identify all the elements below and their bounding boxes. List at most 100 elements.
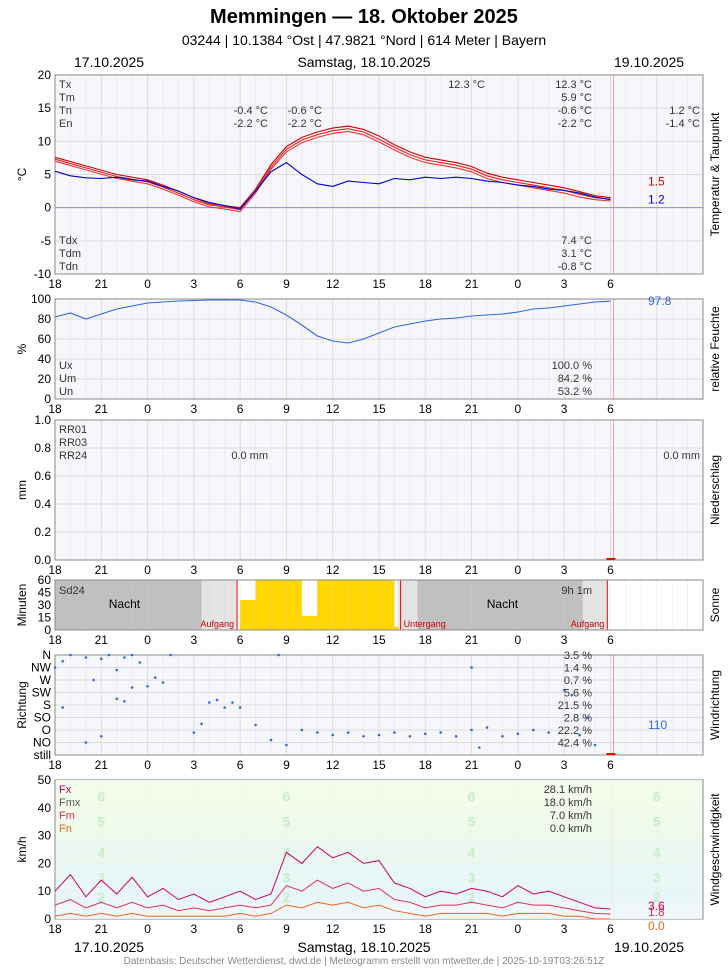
x-tick-label: 21	[465, 758, 479, 772]
sun-bar	[271, 580, 287, 630]
stat-value: 0.0 km/h	[550, 823, 592, 835]
beaufort-label: 6	[97, 789, 105, 805]
x-tick-label: 3	[191, 922, 198, 936]
calm-marker	[606, 753, 616, 755]
wind-dir-point	[153, 676, 157, 679]
x-tick-label: 3	[561, 277, 568, 291]
sun-bar	[286, 580, 302, 630]
x-tick-label: 18	[48, 277, 62, 291]
sunrise-label: Aufgang	[200, 619, 234, 629]
stat-value: 18.0 km/h	[544, 797, 592, 809]
stat-value: -1.4 °C	[666, 118, 700, 130]
x-tick-label: 9	[283, 758, 290, 772]
wind-dir-point	[470, 666, 473, 669]
wind-dir-point	[331, 733, 335, 737]
stat-label-RR01: RR01	[59, 424, 87, 436]
x-tick-label: 0	[515, 277, 522, 291]
x-tick-label: 18	[419, 402, 433, 416]
x-tick-label: 12	[326, 277, 340, 291]
wind-dir-point	[377, 733, 381, 737]
wind-dir-point	[192, 731, 196, 734]
y-axis-label-precipitation: mm	[15, 480, 29, 500]
stat-value: 0.0 mm	[231, 450, 268, 462]
beaufort-label: 6	[653, 789, 661, 805]
date-left: 17.10.2025	[74, 54, 145, 70]
x-tick-label: 15	[372, 277, 386, 291]
panel-frame-wind_direction	[54, 654, 704, 756]
y-tick-label: 0.4	[34, 497, 51, 511]
x-tick-label: 3	[561, 402, 568, 416]
stat-value: -2.2 °C	[234, 118, 268, 130]
stat-label-Un: Un	[59, 386, 73, 398]
wind-dir-point	[53, 666, 57, 669]
stat-value: -0.4 °C	[234, 105, 268, 117]
stat-label-Tx: Tx	[59, 79, 72, 91]
sun-bar	[363, 580, 379, 630]
y-tick-label: 5	[44, 168, 51, 182]
y-axis-label-wind_speed: km/h	[15, 836, 29, 862]
x-tick-label: 18	[48, 633, 62, 647]
x-tick-label: 12	[326, 402, 340, 416]
y-tick-label: 40	[38, 801, 52, 815]
x-tick-label: 0	[144, 922, 151, 936]
station-info: 03244 | 10.1384 °Ost | 47.9821 °Nord | 6…	[181, 32, 547, 48]
x-tick-label: 18	[48, 758, 62, 772]
x-tick-label: 6	[607, 277, 614, 291]
y-tick-label: 100	[31, 292, 51, 306]
stat-label-Tdm: Tdm	[59, 248, 81, 260]
wind-dir-point	[439, 731, 443, 734]
night-block	[409, 580, 608, 630]
x-tick-label: 9	[283, 922, 290, 936]
date-center: Samstag, 18.10.2025	[297, 54, 431, 70]
x-tick-label: 0	[515, 563, 522, 577]
x-tick-label: 21	[95, 563, 109, 577]
wind-dir-point	[115, 697, 119, 701]
y-tick-label: still	[34, 748, 51, 762]
x-tick-label: 6	[607, 758, 614, 772]
wind-dir-point	[123, 656, 126, 659]
y-tick-label: 0	[44, 392, 51, 406]
x-tick-label: 21	[465, 922, 479, 936]
y-tick-label: 0	[44, 623, 51, 637]
stat-value: 1.2 °C	[669, 105, 700, 117]
series-line-U	[54, 299, 611, 344]
wind-dir-point	[315, 731, 319, 734]
x-tick-label: 12	[326, 758, 340, 772]
beaufort-label: 2	[97, 889, 105, 905]
stat-value: 12.3 °C	[448, 79, 485, 91]
stat-value: -0.6 °C	[558, 105, 592, 117]
sun-bar	[255, 580, 271, 630]
stat-label-RR24: RR24	[59, 450, 87, 462]
stat-value: 22.2 %	[558, 725, 592, 737]
y-tick-label: 0	[44, 201, 51, 215]
y-tick-label: 10	[38, 134, 52, 148]
night-label: Nacht	[487, 597, 519, 611]
x-tick-label: 6	[237, 633, 244, 647]
x-tick-label: 15	[372, 633, 386, 647]
wind-dir-point	[477, 746, 481, 749]
wind-dir-point	[485, 726, 489, 729]
y-tick-label: 20	[38, 856, 52, 870]
sunset-label: Untergang	[404, 619, 446, 629]
stat-label-Fx: Fx	[59, 784, 72, 796]
x-tick-label: 18	[48, 922, 62, 936]
y-tick-label: W	[40, 673, 52, 687]
wind-dir-point	[277, 653, 281, 657]
stat-label-Fm: Fm	[59, 810, 75, 822]
y-tick-label: S	[43, 698, 51, 712]
beaufort-label: 4	[97, 844, 105, 860]
wind-dir-point	[238, 706, 242, 709]
stat-label-En: En	[59, 118, 72, 130]
wind-dir-point	[61, 706, 65, 709]
x-tick-label: 6	[237, 563, 244, 577]
wind-dir-point	[593, 743, 597, 747]
x-tick-label: 6	[607, 922, 614, 936]
wind-dir-point	[92, 678, 95, 682]
series-line-Tn	[54, 130, 611, 213]
x-tick-label: 12	[326, 633, 340, 647]
x-tick-label: 9	[283, 402, 290, 416]
stat-value: -2.2 °C	[558, 118, 592, 130]
wind-dir-point	[223, 706, 227, 709]
wind-dir-point	[423, 732, 427, 736]
y-tick-label: 40	[38, 352, 52, 366]
